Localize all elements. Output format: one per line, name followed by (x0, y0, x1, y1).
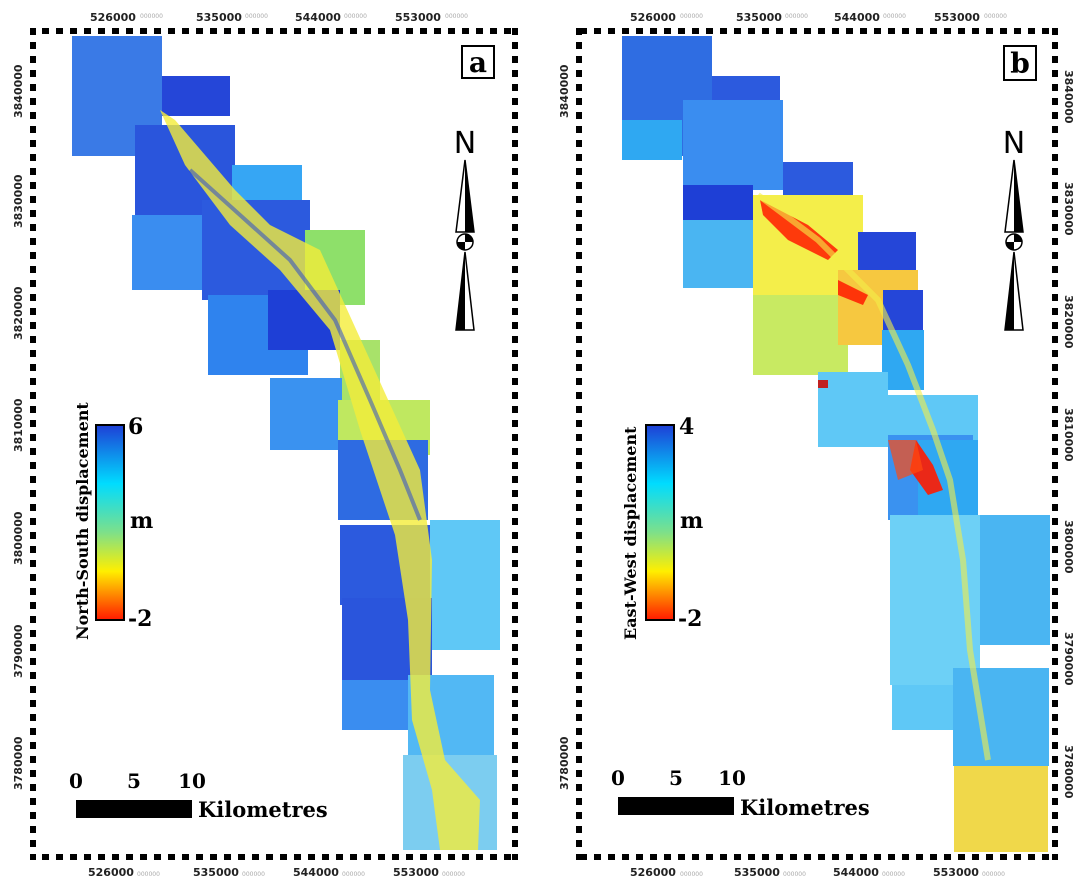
frame-right (1052, 28, 1058, 860)
svg-text:000000: 000000 (984, 13, 1007, 20)
y-axis-left: 3840000 3780000 (558, 64, 571, 790)
x-axis-bottom: 526000 000000 535000 000000 544000 00000… (88, 866, 465, 879)
svg-text:535000: 535000 (736, 11, 782, 24)
frame-top (578, 28, 1054, 34)
legend-unit: m (130, 508, 153, 534)
map-panel-b: 526000 000000 535000 000000 544000 00000… (538, 0, 1076, 883)
svg-text:3810000: 3810000 (12, 398, 25, 452)
frame-right (512, 28, 518, 860)
x-axis-top: 526000 000000 535000 000000 544000 00000… (630, 11, 1007, 24)
color-legend: East-West displacement 4 m -2 (621, 414, 703, 640)
svg-text:000000: 000000 (442, 871, 465, 878)
svg-text:535000: 535000 (734, 866, 780, 879)
svg-text:000000: 000000 (982, 871, 1005, 878)
svg-text:000000: 000000 (882, 871, 905, 878)
legend-min: -2 (128, 606, 152, 632)
svg-text:N: N (454, 126, 476, 161)
fault-zone (160, 110, 480, 850)
svg-text:526000: 526000 (88, 866, 134, 879)
svg-text:535000: 535000 (196, 11, 242, 24)
svg-text:000000: 000000 (245, 13, 268, 20)
svg-text:544000: 544000 (834, 11, 880, 24)
svg-text:000000: 000000 (342, 871, 365, 878)
frame-bottom (32, 854, 516, 860)
fault-zone-high-red (760, 200, 943, 495)
panel-label: a (469, 46, 487, 79)
svg-text:3800000: 3800000 (12, 511, 25, 565)
svg-text:544000: 544000 (295, 11, 341, 24)
scale-bar: 0 5 10 Kilometres (611, 766, 870, 820)
x-axis-bottom: 526000 000000 535000 000000 544000 00000… (630, 866, 1005, 879)
x-axis-top: 526000 000000 535000 000000 544000 00000… (90, 11, 468, 24)
svg-text:553000: 553000 (934, 11, 980, 24)
svg-text:3800000: 3800000 (1062, 520, 1075, 574)
svg-text:000000: 000000 (137, 871, 160, 878)
panel-label: b (1010, 47, 1030, 80)
svg-text:3780000: 3780000 (558, 736, 571, 790)
svg-text:000000: 000000 (783, 871, 806, 878)
legend-min: -2 (678, 606, 702, 632)
svg-text:000000: 000000 (785, 13, 808, 20)
color-legend: North-South displacement 6 m -2 (73, 402, 153, 640)
svg-text:3840000: 3840000 (1062, 70, 1075, 124)
panel-label-box (1003, 45, 1037, 81)
y-axis-right: 3840000 3830000 3820000 3810000 3800000 … (1062, 70, 1075, 799)
svg-text:553000: 553000 (933, 866, 979, 879)
displacement-raster-ew (622, 36, 1050, 852)
svg-text:3790000: 3790000 (12, 624, 25, 678)
svg-text:North-South displacement: North-South displacement (73, 402, 92, 640)
svg-text:5: 5 (669, 766, 683, 790)
svg-text:East-West displacement: East-West displacement (621, 426, 640, 640)
svg-text:0: 0 (611, 766, 625, 790)
svg-text:Kilometres: Kilometres (198, 797, 328, 822)
frame-left (576, 28, 582, 860)
frame-left (30, 28, 36, 860)
map-panel-a: 526000 000000 535000 000000 544000 00000… (12, 11, 518, 879)
svg-text:5: 5 (127, 769, 141, 793)
legend-max: 4 (679, 414, 694, 440)
legend-unit: m (680, 508, 703, 534)
svg-text:10: 10 (718, 766, 746, 790)
north-arrow-icon: N (1003, 126, 1025, 331)
frame-bottom (578, 854, 1054, 860)
svg-text:000000: 000000 (242, 871, 265, 878)
svg-text:544000: 544000 (293, 866, 339, 879)
svg-text:000000: 000000 (680, 871, 703, 878)
svg-text:3810000: 3810000 (1062, 408, 1075, 462)
svg-text:10: 10 (178, 769, 206, 793)
svg-text:526000: 526000 (630, 11, 676, 24)
svg-text:526000: 526000 (90, 11, 136, 24)
svg-text:3780000: 3780000 (1062, 745, 1075, 799)
svg-text:3830000: 3830000 (12, 174, 25, 228)
svg-text:3840000: 3840000 (558, 64, 571, 118)
svg-text:000000: 000000 (344, 13, 367, 20)
svg-text:3840000: 3840000 (12, 64, 25, 118)
svg-text:535000: 535000 (193, 866, 239, 879)
svg-text:3780000: 3780000 (12, 736, 25, 790)
svg-text:3830000: 3830000 (1062, 182, 1075, 236)
frame-top (32, 28, 516, 34)
svg-text:N: N (1003, 126, 1025, 161)
panel-label-box (461, 45, 495, 79)
svg-text:000000: 000000 (445, 13, 468, 20)
legend-max: 6 (128, 414, 143, 440)
svg-text:Kilometres: Kilometres (740, 795, 870, 820)
svg-text:544000: 544000 (833, 866, 879, 879)
svg-text:000000: 000000 (680, 13, 703, 20)
y-axis-left: 3840000 3830000 3820000 3810000 3800000 … (12, 64, 25, 790)
svg-text:526000: 526000 (630, 866, 676, 879)
svg-text:000000: 000000 (883, 13, 906, 20)
north-arrow-icon: N (454, 126, 476, 331)
svg-text:553000: 553000 (395, 11, 441, 24)
svg-text:0: 0 (69, 769, 83, 793)
svg-text:000000: 000000 (140, 13, 163, 20)
svg-text:3820000: 3820000 (12, 286, 25, 340)
svg-text:3790000: 3790000 (1062, 632, 1075, 686)
svg-text:3820000: 3820000 (1062, 295, 1075, 349)
scale-bar: 0 5 10 Kilometres (69, 769, 328, 822)
svg-text:553000: 553000 (393, 866, 439, 879)
